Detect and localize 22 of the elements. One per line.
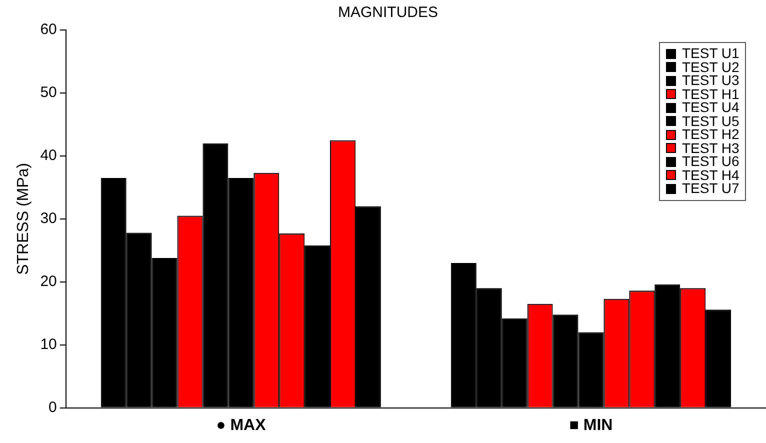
y-tick-label: 20 bbox=[40, 273, 57, 290]
legend-label: TEST U3 bbox=[681, 72, 740, 88]
chart-title: MAGNITUDES bbox=[338, 4, 438, 22]
y-tick-label: 50 bbox=[40, 84, 57, 102]
y-tick-label: 30 bbox=[40, 210, 57, 228]
x-tick-label: ■ MIN bbox=[569, 416, 613, 434]
legend-label: TEST U2 bbox=[681, 58, 740, 74]
legend-label: TEST H2 bbox=[681, 126, 740, 142]
legend-label: TEST U6 bbox=[681, 153, 740, 169]
x-tick-label: ● MAX bbox=[216, 416, 266, 434]
y-tick-label: 60 bbox=[40, 21, 57, 38]
legend-label: TEST H4 bbox=[681, 166, 740, 182]
legend-label: TEST U5 bbox=[681, 112, 740, 128]
legend-label: TEST H3 bbox=[681, 140, 740, 156]
legend-label: TEST U1 bbox=[681, 45, 740, 61]
legend-label: TEST U7 bbox=[681, 180, 740, 196]
y-tick-label: 40 bbox=[40, 147, 57, 164]
y-tick-label: 0 bbox=[48, 398, 57, 416]
y-axis-title: STRESS (MPa) bbox=[15, 162, 32, 275]
legend-label: TEST H1 bbox=[681, 86, 740, 102]
legend-label: TEST U4 bbox=[681, 99, 740, 115]
y-tick-label: 10 bbox=[40, 336, 57, 353]
